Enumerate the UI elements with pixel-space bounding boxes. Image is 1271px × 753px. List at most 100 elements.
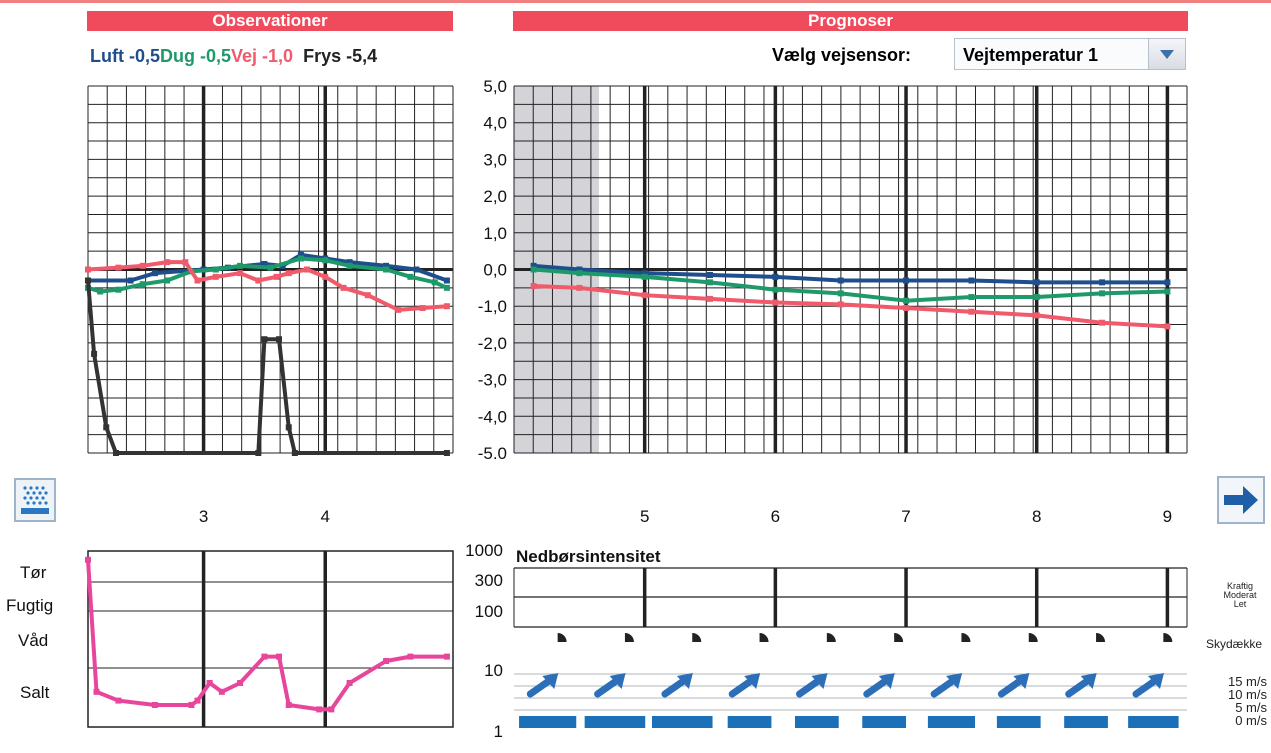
y-tick-label: 2,0	[483, 187, 507, 206]
obs-point-vej	[419, 305, 426, 312]
obs-point-vej	[340, 284, 347, 291]
precipitation-button[interactable]	[14, 478, 56, 522]
temperature-y-axis: 5,0 4,0 3,0 2,0 1,0 0,0 -1,0 -2,0 -3,0 -4,0 -5.0	[478, 77, 507, 463]
obs-point-luft	[346, 259, 353, 266]
wind-arrow-icon	[728, 676, 756, 698]
obs-point-dug	[237, 262, 244, 269]
obs-point-vej	[139, 262, 146, 269]
obs-point-dug	[431, 279, 438, 286]
wind-arrow-icon	[1132, 676, 1160, 698]
obs-point-frys	[443, 450, 450, 456]
road-state-label-salt: Salt	[20, 683, 50, 702]
forecasts-header: Prognoser	[513, 11, 1188, 31]
obs-point-dug	[383, 266, 390, 273]
wind-level-label: 15 m/s	[1228, 674, 1268, 689]
obs-series-luft	[88, 252, 448, 283]
state-point	[151, 702, 158, 708]
obs-series-dug	[87, 256, 448, 294]
wind-arrow-icon	[526, 676, 554, 698]
obs-point-frys	[285, 424, 292, 431]
precip-tick-label: 10	[484, 661, 503, 680]
cloud-cover-icon	[759, 633, 769, 642]
obs-point-dug	[115, 286, 122, 293]
wind-level-label: 0 m/s	[1235, 713, 1267, 728]
fc-point-dug	[837, 290, 844, 297]
y-tick-label: 3,0	[483, 150, 507, 169]
obs-point-vej	[273, 273, 280, 280]
obs-point-vej	[395, 306, 402, 313]
fc-point-vej	[707, 295, 714, 302]
obs-point-vej	[212, 273, 219, 280]
obs-point-dug	[212, 266, 219, 273]
fc-point-vej	[772, 299, 779, 306]
obs-point-luft	[297, 251, 304, 258]
road-state-label-dry: Tør	[20, 563, 47, 582]
wind-arrow-icon	[997, 676, 1025, 698]
sensor-dropdown-button[interactable]	[1148, 39, 1185, 69]
obs-point-frys	[85, 277, 91, 284]
obs-point-dug	[297, 255, 304, 262]
obs-point-vej	[164, 259, 171, 266]
fc-point-dug	[1033, 294, 1040, 301]
obs-point-vej	[255, 277, 262, 284]
obs-point-vej	[322, 273, 329, 280]
obs-point-frys	[91, 350, 98, 357]
state-point	[346, 680, 353, 686]
precip-tick-label: 1000	[465, 541, 503, 560]
obs-point-vej	[304, 266, 310, 273]
fc-point-dug	[772, 286, 779, 293]
fc-point-vej	[837, 301, 844, 308]
obs-point-vej	[182, 259, 189, 266]
legend-dug: Dug -0,5	[160, 46, 232, 66]
y-tick-label: -3,0	[478, 371, 507, 390]
obs-point-luft	[224, 264, 231, 271]
precip-tick-label: 100	[475, 602, 503, 621]
y-tick-label: 5,0	[483, 77, 507, 96]
state-point	[261, 653, 268, 660]
fc-point-luft	[530, 262, 537, 269]
state-point	[316, 706, 323, 713]
legend: Luft -0,5Dug -0,5Vej -1,0 Frys -5,4	[90, 46, 377, 67]
state-point	[407, 653, 414, 660]
next-button[interactable]	[1217, 476, 1265, 524]
chevron-down-icon	[1160, 50, 1174, 59]
obs-point-frys	[261, 336, 268, 343]
obs-point-vej	[237, 270, 244, 277]
precip-level-label: Kraftig	[1227, 581, 1253, 591]
fc-shaded-past	[514, 86, 599, 453]
wind-arrow-head	[609, 673, 626, 689]
state-point	[194, 697, 201, 704]
state-point	[285, 702, 292, 708]
cloud-cover-icon	[1163, 633, 1173, 642]
fc-point-dug	[707, 279, 714, 286]
wind-speed-bar	[584, 716, 646, 728]
fc-point-luft	[1164, 279, 1171, 286]
cloud-cover-icon	[1028, 633, 1038, 642]
wind-speed-bar	[1128, 716, 1179, 728]
forecast-chart	[513, 85, 1188, 454]
wind-arrow-head	[878, 673, 895, 689]
obs-point-dug	[407, 273, 414, 280]
cloud-cover-icon	[894, 633, 904, 642]
state-point	[218, 688, 225, 695]
sensor-label: Vælg vejsensor:	[772, 45, 912, 65]
cloud-cover-icon	[961, 633, 971, 642]
wind-arrow-head	[1147, 673, 1164, 689]
y-tick-label: 0,0	[483, 261, 507, 280]
wind-arrow-head	[1080, 673, 1097, 689]
road-state-label-moist: Fugtig	[6, 596, 54, 615]
cloud-cover-icon	[1096, 633, 1106, 642]
obs-point-vej	[364, 292, 371, 299]
x-tick-label: 3	[199, 507, 208, 526]
fc-point-vej	[1164, 323, 1171, 330]
fc-point-vej	[576, 284, 583, 291]
fc-series-dug	[533, 267, 1168, 303]
precipitation-icon	[21, 486, 49, 514]
fc-series-luft	[533, 263, 1168, 285]
sensor-select[interactable]: Vejtemperatur 1	[954, 38, 1186, 70]
wind-level-label: 10 m/s	[1228, 687, 1268, 702]
state-series	[86, 559, 447, 712]
fc-point-dug	[576, 270, 583, 277]
state-point	[85, 556, 91, 563]
fc-point-luft	[641, 270, 648, 277]
